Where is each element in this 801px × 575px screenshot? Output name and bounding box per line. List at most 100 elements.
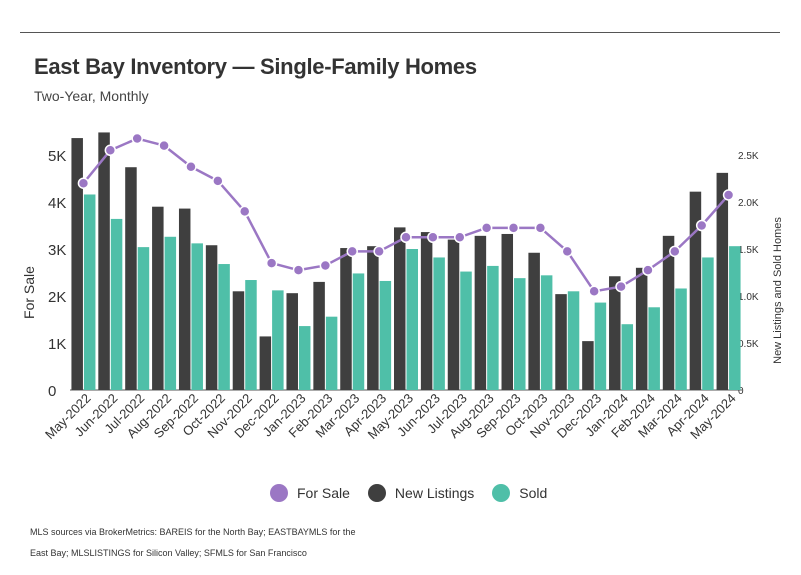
bar-new-listings bbox=[259, 336, 272, 390]
legend-label-sold: Sold bbox=[519, 485, 548, 501]
point-for-sale bbox=[400, 231, 412, 243]
y2-tick-label: 0.5K bbox=[738, 339, 759, 350]
legend-label-for-sale: For Sale bbox=[297, 485, 350, 501]
point-for-sale bbox=[104, 144, 117, 157]
point-for-sale bbox=[319, 259, 332, 272]
bar-sold bbox=[406, 249, 418, 390]
bar-new-listings bbox=[286, 293, 298, 390]
point-for-sale bbox=[185, 161, 197, 173]
bar-sold bbox=[191, 243, 203, 390]
y-tick-label: 0 bbox=[48, 383, 56, 400]
point-for-sale bbox=[561, 245, 574, 258]
point-for-sale bbox=[265, 257, 278, 269]
bar-sold bbox=[594, 302, 607, 390]
bar-sold bbox=[218, 264, 230, 390]
y-tick-label: 2K bbox=[48, 289, 66, 306]
bar-sold bbox=[298, 326, 311, 390]
point-for-sale bbox=[507, 222, 520, 234]
legend-swatch-for-sale bbox=[270, 484, 288, 502]
top-rule bbox=[20, 32, 780, 33]
bar-new-listings bbox=[582, 341, 594, 390]
bar-sold bbox=[729, 246, 741, 390]
y2-tick-label: 1.0K bbox=[738, 292, 759, 303]
y2-tick-label: 0 bbox=[738, 386, 744, 397]
bar-new-listings bbox=[98, 132, 110, 390]
point-for-sale bbox=[158, 139, 170, 152]
source-footnote: MLS sources via BrokerMetrics: BAREIS fo… bbox=[30, 527, 356, 558]
y2-tick-label: 1.5K bbox=[738, 245, 759, 256]
legend-item-for-sale[interactable]: For Sale bbox=[270, 484, 350, 502]
point-for-sale bbox=[588, 285, 600, 298]
point-for-sale bbox=[695, 219, 708, 232]
bar-new-listings bbox=[609, 276, 621, 390]
bar-new-listings bbox=[394, 227, 406, 390]
y2-tick-label: 2.5K bbox=[738, 151, 759, 162]
bar-new-listings bbox=[367, 246, 379, 390]
bar-sold bbox=[460, 271, 472, 390]
point-for-sale bbox=[427, 231, 439, 243]
point-for-sale bbox=[131, 132, 143, 145]
bar-new-listings bbox=[662, 235, 675, 390]
y-tick-label: 1K bbox=[48, 336, 66, 353]
bar-new-listings bbox=[501, 233, 514, 390]
bar-sold bbox=[648, 307, 660, 390]
y-tick-label: 3K bbox=[48, 242, 66, 259]
bar-sold bbox=[110, 218, 123, 390]
legend-item-sold[interactable]: Sold bbox=[492, 484, 547, 502]
bar-sold bbox=[352, 273, 365, 390]
legend-swatch-new-listings bbox=[367, 484, 386, 502]
point-for-sale bbox=[615, 280, 627, 293]
bar-new-listings bbox=[178, 208, 191, 390]
legend-swatch-sold bbox=[492, 484, 511, 502]
legend-item-new-listings[interactable]: New Listings bbox=[367, 484, 475, 502]
bar-sold bbox=[379, 280, 392, 390]
bar-new-listings bbox=[125, 167, 137, 390]
bar-new-listings bbox=[474, 235, 487, 390]
point-for-sale bbox=[642, 264, 654, 276]
bar-new-listings bbox=[689, 191, 702, 390]
bar-new-listings bbox=[635, 267, 648, 390]
chart-title: East Bay Inventory — Single-Family Homes bbox=[34, 54, 477, 79]
point-for-sale bbox=[534, 222, 547, 234]
bar-new-listings bbox=[420, 232, 433, 390]
bar-new-listings bbox=[528, 252, 540, 390]
chart-subtitle: Two-Year, Monthly bbox=[34, 88, 149, 104]
point-for-sale bbox=[454, 231, 466, 243]
bar-new-listings bbox=[71, 138, 83, 390]
bar-new-listings bbox=[555, 294, 567, 390]
y-tick-label: 4K bbox=[48, 195, 66, 212]
bar-sold bbox=[433, 257, 445, 390]
bar-sold bbox=[325, 316, 338, 390]
y-axis-title: For Sale bbox=[21, 266, 37, 319]
bar-sold bbox=[272, 290, 284, 390]
bar-new-listings bbox=[340, 248, 352, 390]
bar-sold bbox=[514, 278, 526, 390]
point-for-sale bbox=[238, 205, 251, 218]
bar-new-listings bbox=[152, 206, 164, 390]
bar-sold bbox=[245, 280, 257, 390]
bar-sold bbox=[675, 288, 687, 390]
legend-label-new-listings: New Listings bbox=[394, 485, 475, 501]
point-for-sale bbox=[669, 245, 681, 258]
bar-sold bbox=[540, 275, 553, 390]
point-for-sale bbox=[722, 189, 735, 201]
bar-sold bbox=[567, 291, 580, 390]
point-for-sale bbox=[292, 264, 305, 276]
bar-new-listings bbox=[205, 245, 218, 390]
y-tick-label: 5K bbox=[48, 148, 66, 165]
bar-sold bbox=[164, 236, 177, 390]
point-for-sale bbox=[212, 175, 224, 187]
bar-sold bbox=[487, 265, 499, 390]
bar-sold bbox=[621, 324, 634, 390]
y2-tick-label: 2.0K bbox=[738, 198, 759, 209]
bar-sold bbox=[83, 194, 96, 390]
point-for-sale bbox=[480, 222, 493, 234]
bar-new-listings bbox=[313, 281, 325, 390]
bar-new-listings bbox=[716, 172, 729, 390]
legend: For Sale New Listings Sold bbox=[270, 484, 547, 502]
bar-sold bbox=[702, 257, 714, 390]
bar-sold bbox=[137, 247, 150, 390]
point-for-sale bbox=[346, 245, 358, 258]
point-for-sale bbox=[373, 245, 385, 258]
